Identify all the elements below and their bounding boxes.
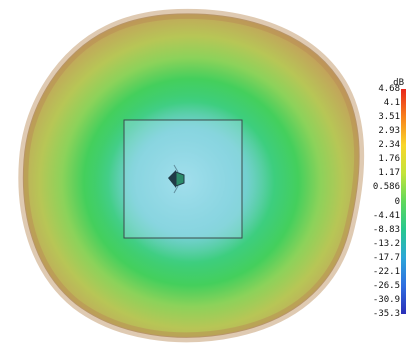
colorbar-tick-label: -4.41 <box>372 210 400 221</box>
colorbar-tick-label: 4.68 <box>378 84 400 94</box>
colorbar-tick-label: -13.2 <box>372 238 400 249</box>
colorbar-tick-label: -17.7 <box>372 252 400 263</box>
colorbar-tick-label: 1.76 <box>378 154 400 165</box>
colorbar-legend: dB 4.68 4.1 3.51 2.93 2.34 1.76 1.17 0.586 0 -4.4… <box>365 79 412 319</box>
colorbar-tick-label: 3.51 <box>378 112 400 123</box>
antenna-element <box>168 164 185 194</box>
pattern-edge-shading <box>18 8 365 343</box>
colorbar-tick-label: -30.9 <box>372 294 400 305</box>
colorbar-tick-label: 0 <box>394 196 400 207</box>
colorbar-tick-label: 4.1 <box>383 98 400 109</box>
colorbar-unit: dB <box>393 78 404 88</box>
colorbar-tick-label: 1.17 <box>378 168 400 179</box>
colorbar-tick-label: -8.83 <box>372 224 400 235</box>
colorbar-tick-label: 2.34 <box>378 140 400 151</box>
colorbar-tick-label: 0.586 <box>372 182 400 193</box>
colorbar-tick-label: -22.1 <box>372 266 400 277</box>
colorbar-tick-label: -35.3 <box>372 309 400 319</box>
colorbar <box>401 89 406 314</box>
colorbar-tick-label: 2.93 <box>378 126 400 137</box>
colorbar-tick-label: -26.5 <box>372 280 400 291</box>
